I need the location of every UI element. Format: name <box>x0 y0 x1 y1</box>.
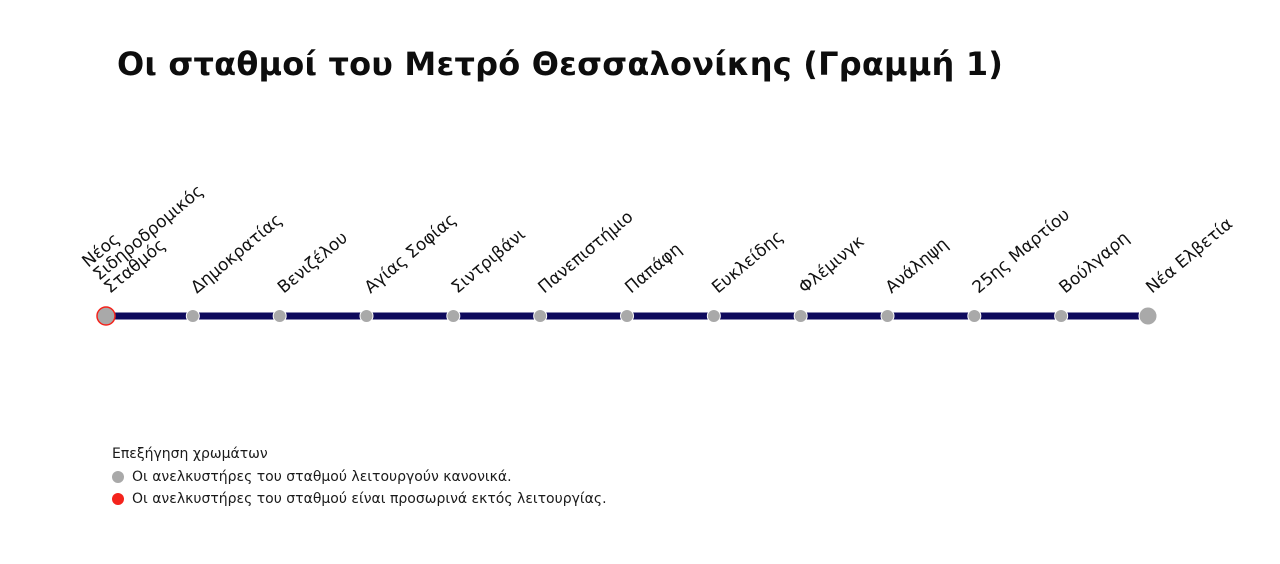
station-4-label-line: Σιντριβάνι <box>448 224 530 297</box>
station-1-label-line: Δημοκρατίας <box>187 210 286 298</box>
legend-label-normal: Οι ανελκυστήρες του σταθμού λειτουργούν … <box>132 469 512 485</box>
station-7-label: Ευκλείδης <box>708 227 787 298</box>
station-7-label-line: Ευκλείδης <box>708 227 787 298</box>
station-11-dot[interactable] <box>1054 309 1069 323</box>
station-3-label-line: Αγίας Σοφίας <box>361 210 461 298</box>
stations-group: ΝέοςΣιδηροδρομικόςΣταθμός ΔημοκρατίαςΒενι… <box>79 181 1237 326</box>
metro-line-map: ΝέοςΣιδηροδρομικόςΣταθμός ΔημοκρατίαςΒενι… <box>79 181 1237 326</box>
station-9-dot[interactable] <box>880 309 895 323</box>
station-6-dot[interactable] <box>620 309 634 323</box>
station-12-dot[interactable] <box>1138 306 1158 326</box>
station-9-label-line: Ανάληψη <box>882 234 952 298</box>
station-12-label-line: Νέα Ελβετία <box>1142 214 1236 298</box>
station-6-label: Παπάφη <box>621 239 686 298</box>
station-6-label-line: Παπάφη <box>621 239 686 298</box>
legend-item-out-of-service: Οι ανελκυστήρες του σταθμού είναι προσωρ… <box>112 488 607 510</box>
station-11-label-line: Βούλγαρη <box>1056 228 1134 298</box>
legend-label-out-of-service: Οι ανελκυστήρες του σταθμού είναι προσωρ… <box>132 491 607 507</box>
station-2-label: Βενιζέλου <box>274 228 352 298</box>
legend-item-normal: Οι ανελκυστήρες του σταθμού λειτουργούν … <box>112 466 607 488</box>
station-10-dot[interactable] <box>967 309 982 323</box>
legend-swatch-out-of-service <box>112 493 124 505</box>
legend: Επεξήγηση χρωμάτων Οι ανελκυστήρες του σ… <box>112 444 607 510</box>
station-4-label: Σιντριβάνι <box>448 224 530 297</box>
legend-swatch-normal <box>112 471 124 483</box>
station-1-label: Δημοκρατίας <box>187 210 286 298</box>
station-9-label: Ανάληψη <box>882 234 952 298</box>
station-11-label: Βούλγαρη <box>1056 228 1134 298</box>
station-8-dot[interactable] <box>793 309 808 323</box>
station-0-dot[interactable] <box>96 306 116 326</box>
station-4-dot[interactable] <box>446 309 461 323</box>
station-3-label: Αγίας Σοφίας <box>361 210 461 298</box>
station-8-label-line: Φλέμινγκ <box>795 232 868 298</box>
station-3-dot[interactable] <box>359 309 374 323</box>
station-8-label: Φλέμινγκ <box>795 232 868 298</box>
page-title: Οι σταθμοί του Μετρό Θεσσαλονίκης (Γραμμ… <box>117 45 1004 83</box>
station-2-dot[interactable] <box>272 309 287 323</box>
station-5-dot[interactable] <box>533 309 548 323</box>
legend-title: Επεξήγηση χρωμάτων <box>112 446 268 462</box>
station-12-label: Νέα Ελβετία <box>1142 214 1236 298</box>
station-7-dot[interactable] <box>706 309 721 323</box>
station-2-label-line: Βενιζέλου <box>274 228 352 298</box>
station-1-dot[interactable] <box>185 309 200 323</box>
